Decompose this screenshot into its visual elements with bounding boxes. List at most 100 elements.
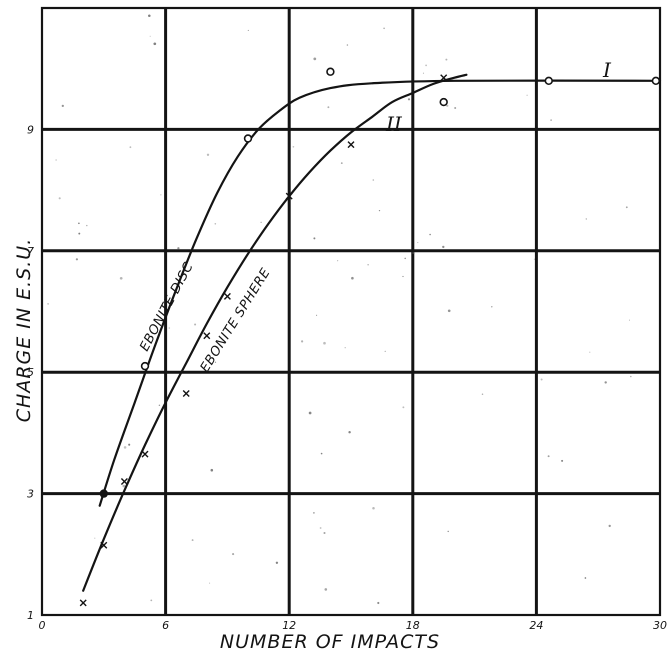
paper-speck: [550, 119, 552, 121]
paper-speck: [372, 507, 375, 510]
paper-speck: [123, 446, 127, 449]
data-point-disc: [326, 67, 335, 76]
data-point-sphere: [182, 389, 190, 397]
paper-speck: [214, 223, 217, 225]
paper-speck: [344, 347, 346, 349]
paper-speck: [260, 221, 262, 223]
paper-speck: [150, 599, 153, 602]
cross-stroke: [285, 192, 293, 200]
paper-speck: [320, 452, 323, 455]
paper-speck: [160, 194, 162, 196]
paper-speck: [585, 218, 588, 220]
paper-speck: [412, 251, 415, 255]
plot-frame: [40, 6, 662, 617]
paper-speck: [372, 179, 375, 181]
paper-speck: [94, 537, 96, 539]
paper-speck: [301, 340, 304, 343]
paper-speck: [442, 245, 445, 249]
y-tick-label: 7: [27, 245, 34, 258]
data-point-sphere: [347, 141, 355, 149]
paper-speck: [327, 106, 330, 109]
paper-speck: [275, 561, 279, 564]
data-point-disc: [651, 76, 661, 86]
paper-speck: [148, 14, 151, 18]
data-point-sphere: [223, 292, 231, 300]
paper-speck: [75, 258, 79, 261]
data-markers: [79, 67, 661, 607]
paper-speck: [47, 302, 50, 305]
paper-speck: [128, 443, 131, 446]
paper-speck: [625, 206, 628, 209]
paper-speck: [323, 341, 326, 345]
curve-series-I: [98, 79, 662, 507]
paper-speck: [422, 72, 425, 74]
paper-specks: [47, 14, 632, 605]
paper-speck: [209, 582, 211, 584]
paper-speck: [55, 159, 57, 161]
x-axis-title: NUMBER OF IMPACTS: [220, 631, 440, 653]
data-point-sphere: [203, 332, 211, 340]
curve-series-II: [82, 73, 468, 592]
y-tick-label: 5: [27, 366, 34, 379]
x-tick-label: 30: [653, 619, 667, 632]
paper-speck: [61, 104, 64, 108]
cross-stroke: [141, 450, 149, 458]
x-tick-label: 24: [529, 619, 543, 632]
paper-speck: [351, 276, 354, 280]
paper-speck: [158, 404, 161, 407]
paper-speck: [348, 430, 351, 434]
series-label-II: II: [385, 112, 403, 136]
cross-stroke: [203, 332, 211, 340]
paper-speck: [149, 35, 151, 37]
y-axis-title: CHARGE IN E.S.U.: [13, 238, 35, 422]
series-label-I: I: [602, 58, 612, 82]
paper-speck: [367, 264, 369, 266]
paper-speck: [445, 58, 448, 61]
paper-speck: [533, 258, 535, 260]
paper-speck: [129, 146, 132, 149]
y-tick-label: 9: [27, 123, 34, 136]
paper-speck: [584, 577, 587, 579]
x-tick-label: 12: [282, 619, 296, 632]
paper-speck: [323, 531, 326, 535]
paper-speck: [383, 27, 385, 30]
paper-speck: [319, 527, 322, 529]
paper-speck: [628, 319, 631, 321]
paper-speck: [308, 411, 312, 415]
paper-speck: [122, 484, 126, 488]
data-point-disc: [140, 361, 150, 371]
cross-stroke: [223, 292, 231, 300]
paper-speck: [316, 314, 318, 316]
paper-speck: [324, 588, 328, 591]
paper-speck: [526, 94, 528, 96]
x-tick-label: 0: [39, 619, 46, 632]
paper-speck: [491, 306, 493, 308]
cross-stroke: [79, 599, 87, 607]
paper-speck: [346, 44, 349, 46]
paper-speck: [378, 209, 381, 212]
paper-speck: [425, 64, 427, 67]
data-point-sphere: [79, 599, 87, 607]
x-tick-label: 18: [406, 619, 420, 632]
paper-speck: [561, 459, 564, 462]
series-curves: [82, 73, 662, 592]
cross-stroke: [347, 141, 355, 149]
paper-speck: [540, 378, 543, 381]
data-point-sphere: [120, 477, 128, 485]
data-point-disc: [439, 97, 448, 107]
x-tick-labels: 0 6 12 18 24 30: [39, 619, 668, 632]
paper-speck: [206, 153, 210, 156]
paper-speck: [481, 393, 484, 396]
cross-stroke: [440, 74, 448, 82]
cross-stroke: [182, 389, 190, 397]
cross-stroke: [100, 541, 108, 549]
paper-speck: [377, 601, 380, 605]
y-tick-labels: 1 3 5 7 9: [27, 123, 34, 622]
paper-speck: [292, 145, 295, 148]
paper-speck: [312, 511, 315, 514]
paper-speck: [247, 29, 249, 31]
paper-speck: [340, 162, 343, 164]
paper-speck: [417, 242, 419, 244]
paper-speck: [547, 455, 550, 458]
